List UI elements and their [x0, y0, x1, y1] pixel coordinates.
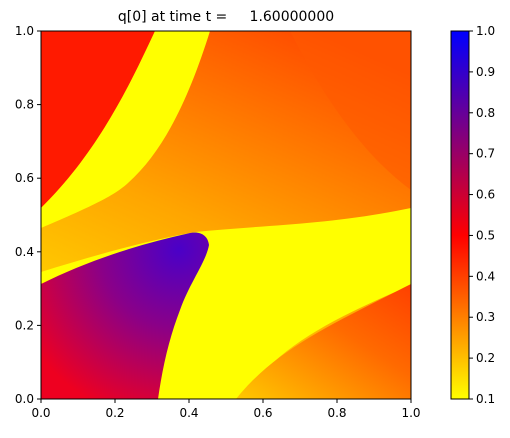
x-tick-label: 0.8	[327, 406, 346, 420]
colorbar-tick-label: 0.9	[476, 65, 495, 79]
y-tick-label: 0.2	[15, 318, 34, 332]
colorbar-tick-label: 0.7	[476, 147, 495, 161]
y-tick-label: 1.0	[15, 24, 34, 38]
x-tick-label: 0.4	[179, 406, 198, 420]
y-tick-label: 0.6	[15, 171, 34, 185]
colorbar-axis: 0.1 0.2 0.3 0.4 0.5 0.6 0.7 0.8 0.9 1.0	[469, 24, 495, 406]
x-tick-label: 1.0	[401, 406, 420, 420]
colorbar-tick-label: 0.5	[476, 228, 495, 242]
colorbar-tick-label: 0.4	[476, 269, 495, 283]
colorbar-tick-label: 0.2	[476, 351, 495, 365]
chart-title: q[0] at time t = 1.60000000	[118, 9, 334, 25]
colorbar	[450, 30, 470, 400]
y-tick-label: 0.0	[15, 392, 34, 406]
upper-right-orange	[290, 31, 411, 190]
y-axis: 0.0 0.2 0.4 0.6 0.8 1.0	[15, 24, 41, 406]
x-axis: 0.0 0.2 0.4 0.6 0.8 1.0	[31, 399, 421, 420]
plot-frame	[40, 30, 412, 400]
colorbar-tick-label: 0.3	[476, 310, 495, 324]
top-left-red-region	[41, 31, 155, 208]
colorbar-tick-label: 0.8	[476, 106, 495, 120]
plot-area	[41, 31, 411, 399]
x-tick-label: 0.0	[31, 406, 50, 420]
y-tick-label: 0.4	[15, 245, 34, 259]
x-tick-label: 0.2	[105, 406, 124, 420]
x-tick-label: 0.6	[253, 406, 272, 420]
colorbar-tick-label: 0.6	[476, 188, 495, 202]
bottom-right-orange-region	[236, 284, 411, 399]
y-tick-label: 0.8	[15, 98, 34, 112]
blob-region	[41, 232, 209, 399]
diagonal-yellow-band	[41, 31, 210, 228]
colorbar-tick-label: 0.1	[476, 392, 495, 406]
colorbar-tick-label: 1.0	[476, 24, 495, 38]
